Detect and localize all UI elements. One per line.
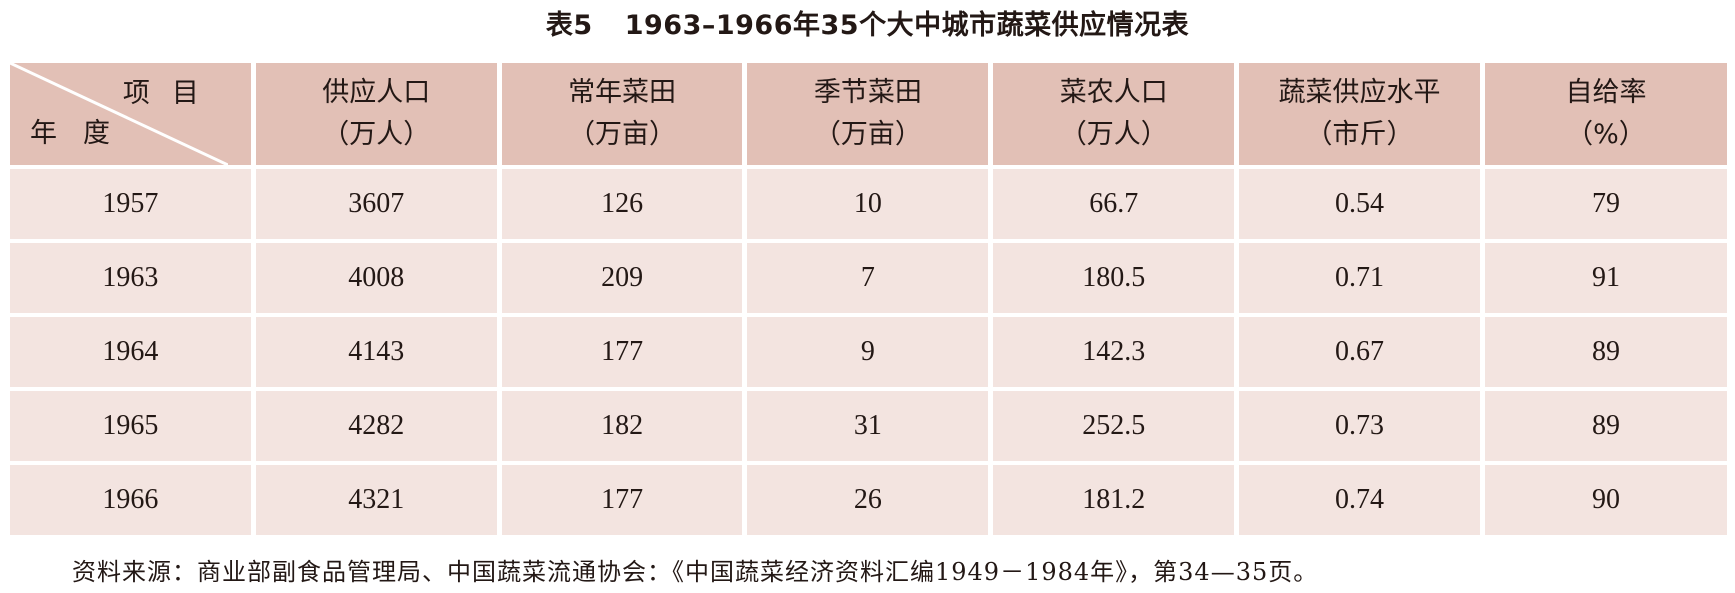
year-cell: 1963: [10, 243, 251, 313]
data-cell: 91: [1484, 243, 1727, 313]
year-cell: 1964: [10, 317, 251, 387]
table-row: 1957 3607 126 10 66.7 0.54 79: [10, 169, 1727, 239]
data-cell: 26: [747, 465, 989, 535]
column-name: 供应人口: [322, 77, 431, 108]
data-cell: 4143: [255, 317, 497, 387]
year-cell: 1957: [10, 169, 251, 239]
column-header: 自给率 （%）: [1484, 63, 1727, 165]
column-header: 菜农人口 （万人）: [993, 63, 1235, 165]
table-row: 1966 4321 177 26 181.2 0.74 90: [10, 465, 1727, 535]
data-cell: 0.71: [1239, 243, 1480, 313]
column-header: 蔬菜供应水平 （市斤）: [1239, 63, 1480, 165]
column-name: 蔬菜供应水平: [1278, 77, 1441, 108]
column-name: 菜农人口: [1059, 77, 1168, 108]
table-row: 1965 4282 182 31 252.5 0.73 89: [10, 391, 1727, 461]
data-cell: 177: [501, 465, 743, 535]
table-row: 1964 4143 177 9 142.3 0.67 89: [10, 317, 1727, 387]
column-header: 常年菜田 （万亩）: [501, 63, 743, 165]
data-cell: 0.74: [1239, 465, 1480, 535]
column-unit: （%）: [1566, 119, 1646, 150]
header-row: 项目 年度 供应人口 （万人） 常年菜田 （万亩） 季节菜田 （万亩） 菜农人口 （万人…: [10, 63, 1727, 165]
vegetable-supply-table: 项目 年度 供应人口 （万人） 常年菜田 （万亩） 季节菜田 （万亩） 菜农人口 （万人…: [5, 59, 1732, 539]
column-unit: （市斤）: [1305, 119, 1414, 150]
column-header: 供应人口 （万人）: [255, 63, 497, 165]
year-cell: 1965: [10, 391, 251, 461]
diagonal-divider: [10, 63, 228, 165]
column-header: 季节菜田 （万亩）: [747, 63, 989, 165]
table-row: 1963 4008 209 7 180.5 0.71 91: [10, 243, 1727, 313]
data-cell: 9: [747, 317, 989, 387]
data-cell: 89: [1484, 391, 1727, 461]
data-cell: 182: [501, 391, 743, 461]
year-cell: 1966: [10, 465, 251, 535]
data-cell: 252.5: [993, 391, 1235, 461]
data-cell: 4282: [255, 391, 497, 461]
data-cell: 4321: [255, 465, 497, 535]
data-cell: 181.2: [993, 465, 1235, 535]
corner-year-label: 年度: [30, 118, 136, 149]
column-unit: （万人）: [1059, 119, 1168, 150]
table-title-text: 1963–1966年35个大中城市蔬菜供应情况表: [624, 10, 1190, 41]
column-name: 季节菜田: [813, 77, 922, 108]
data-cell: 31: [747, 391, 989, 461]
corner-item-label: 项目: [122, 78, 221, 109]
data-cell: 3607: [255, 169, 497, 239]
data-cell: 126: [501, 169, 743, 239]
column-name: 常年菜田: [568, 77, 677, 108]
table-number: 表5: [545, 10, 593, 41]
column-name: 自给率: [1565, 77, 1647, 108]
corner-header-cell: 项目 年度: [10, 63, 251, 165]
data-cell: 4008: [255, 243, 497, 313]
data-cell: 90: [1484, 465, 1727, 535]
data-cell: 142.3: [993, 317, 1235, 387]
column-unit: （万人）: [322, 119, 431, 150]
table-title: 表5 1963–1966年35个大中城市蔬菜供应情况表: [0, 6, 1735, 46]
data-cell: 10: [747, 169, 989, 239]
data-cell: 66.7: [993, 169, 1235, 239]
data-cell: 79: [1484, 169, 1727, 239]
data-cell: 180.5: [993, 243, 1235, 313]
column-unit: （万亩）: [813, 119, 922, 150]
source-note: 资料来源：商业部副食品管理局、中国蔬菜流通协会：《中国蔬菜经济资料汇编1949－…: [72, 558, 1319, 586]
data-cell: 7: [747, 243, 989, 313]
data-cell: 89: [1484, 317, 1727, 387]
data-cell: 177: [501, 317, 743, 387]
data-cell: 0.67: [1239, 317, 1480, 387]
data-cell: 0.73: [1239, 391, 1480, 461]
data-cell: 209: [501, 243, 743, 313]
column-unit: （万亩）: [568, 119, 677, 150]
data-cell: 0.54: [1239, 169, 1480, 239]
